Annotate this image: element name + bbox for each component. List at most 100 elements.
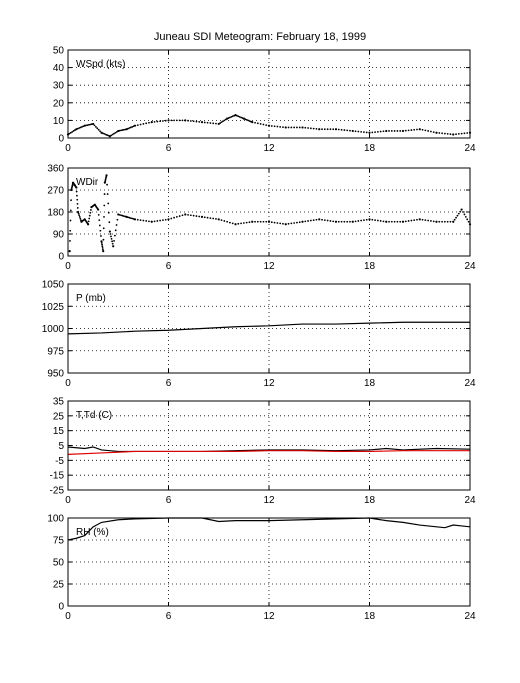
data-point bbox=[421, 218, 424, 221]
data-point bbox=[254, 121, 256, 124]
data-point bbox=[112, 245, 115, 248]
x-tick-label: 12 bbox=[263, 495, 275, 506]
data-point bbox=[237, 115, 240, 118]
data-point bbox=[337, 128, 340, 131]
data-point bbox=[309, 127, 312, 130]
data-point bbox=[181, 214, 184, 217]
data-point bbox=[136, 124, 139, 126]
data-point bbox=[95, 125, 97, 128]
data-point bbox=[365, 218, 368, 221]
data-point bbox=[276, 125, 279, 128]
data-point bbox=[88, 123, 90, 126]
y-tick-label: 1050 bbox=[42, 280, 65, 291]
data-point bbox=[129, 126, 132, 129]
y-tick-label: 90 bbox=[53, 230, 65, 241]
data-point bbox=[287, 126, 290, 129]
data-point bbox=[118, 129, 121, 132]
data-point bbox=[206, 121, 209, 124]
data-point bbox=[326, 128, 329, 131]
data-point bbox=[68, 250, 71, 253]
data-point bbox=[463, 213, 466, 216]
data-point bbox=[75, 190, 78, 193]
data-point bbox=[81, 125, 83, 128]
data-point bbox=[128, 127, 131, 129]
data-point bbox=[443, 220, 446, 223]
data-point bbox=[108, 135, 111, 138]
data-point bbox=[337, 220, 340, 223]
data-point bbox=[259, 220, 262, 223]
y-tick-label: 1025 bbox=[42, 302, 65, 313]
data-point bbox=[116, 218, 119, 221]
data-point bbox=[247, 119, 249, 122]
y-tick-label: 40 bbox=[53, 63, 65, 74]
data-point bbox=[102, 132, 104, 135]
data-point bbox=[446, 132, 449, 135]
data-point bbox=[131, 125, 134, 128]
data-point bbox=[334, 220, 338, 223]
data-point bbox=[466, 218, 469, 221]
data-point bbox=[86, 124, 89, 126]
data-point bbox=[78, 127, 81, 129]
data-point bbox=[351, 220, 354, 223]
x-tick-label: 24 bbox=[464, 378, 476, 389]
data-point bbox=[231, 222, 234, 225]
data-point bbox=[98, 224, 101, 227]
data-point bbox=[76, 194, 78, 197]
data-point bbox=[77, 212, 80, 215]
data-point bbox=[343, 220, 346, 223]
data-point bbox=[153, 120, 156, 123]
data-point bbox=[357, 130, 360, 133]
data-point bbox=[388, 220, 390, 223]
data-point bbox=[148, 121, 150, 124]
data-point bbox=[284, 223, 287, 226]
panel-label: T,Td (C) bbox=[76, 410, 112, 421]
data-point bbox=[279, 125, 282, 128]
data-point bbox=[100, 235, 102, 237]
data-point bbox=[301, 220, 304, 223]
data-point bbox=[346, 129, 349, 132]
x-tick-label: 6 bbox=[166, 611, 172, 622]
data-point bbox=[76, 207, 79, 209]
data-point bbox=[413, 128, 416, 131]
data-point bbox=[452, 220, 455, 223]
data-point bbox=[99, 130, 101, 133]
data-point bbox=[200, 121, 204, 124]
data-point bbox=[455, 216, 457, 219]
data-point bbox=[79, 219, 82, 222]
data-point bbox=[170, 217, 173, 220]
data-point bbox=[184, 119, 187, 122]
data-point bbox=[133, 218, 137, 221]
data-point bbox=[99, 229, 102, 232]
data-point bbox=[69, 209, 72, 212]
data-point bbox=[418, 218, 421, 221]
data-point bbox=[107, 211, 110, 214]
data-point bbox=[200, 215, 204, 218]
data-point bbox=[382, 220, 385, 223]
data-point bbox=[156, 220, 159, 222]
data-point bbox=[102, 227, 105, 230]
data-point bbox=[217, 122, 220, 126]
data-point bbox=[410, 129, 413, 131]
x-tick-label: 24 bbox=[464, 261, 476, 272]
data-point bbox=[251, 220, 254, 223]
data-point bbox=[106, 183, 108, 186]
panel-label: WSpd (kts) bbox=[76, 59, 125, 70]
data-point bbox=[220, 121, 223, 124]
data-point bbox=[354, 220, 357, 223]
data-point bbox=[262, 220, 265, 223]
data-point bbox=[284, 126, 287, 129]
y-tick-label: 5 bbox=[58, 441, 64, 452]
data-point bbox=[162, 219, 164, 222]
panel-3: 950 975 1000 1025 1050 0 6 12 18 24 P (mb) bbox=[42, 280, 476, 390]
data-point bbox=[175, 215, 178, 218]
data-point bbox=[396, 220, 399, 223]
x-tick-label: 6 bbox=[166, 378, 172, 389]
data-point bbox=[104, 133, 107, 136]
data-point bbox=[340, 128, 343, 131]
data-point bbox=[121, 129, 124, 131]
x-tick-label: 6 bbox=[166, 143, 172, 154]
data-point bbox=[127, 127, 129, 130]
data-point bbox=[385, 129, 388, 133]
data-point bbox=[248, 120, 251, 122]
data-point bbox=[164, 218, 167, 221]
